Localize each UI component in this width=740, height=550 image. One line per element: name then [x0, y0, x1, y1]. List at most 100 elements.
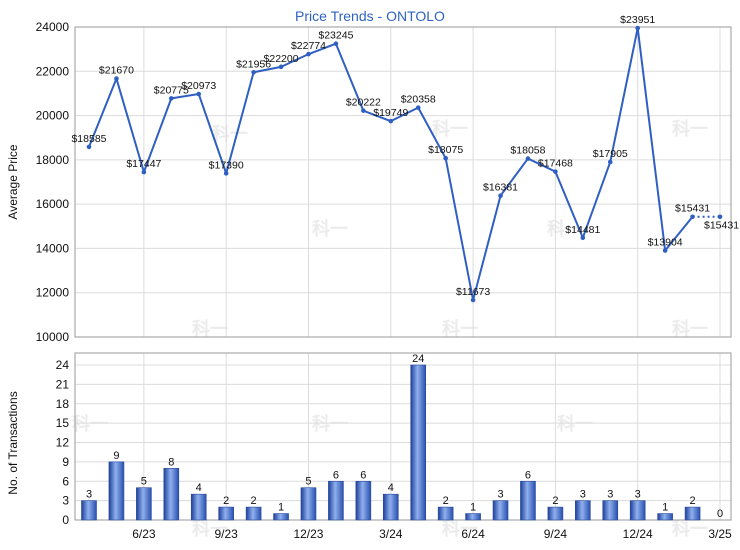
- bar-y-tick-label: 21: [56, 377, 70, 391]
- bar-y-tick-label: 15: [56, 416, 70, 430]
- transaction-bar: [190, 493, 207, 521]
- line-plot-frame: [74, 26, 732, 338]
- price-data-label: $17905: [593, 148, 628, 160]
- bar-data-label: 5: [141, 476, 147, 488]
- price-data-label: $18075: [428, 144, 463, 156]
- bar-data-labels: 3 9 5 8 4 2 2 1 5 6 6 4 24 2 1 3 6 2 3 3 3 1 2 0: [86, 353, 723, 520]
- price-point: [580, 235, 586, 241]
- line-y-tick-label: 10000: [36, 330, 70, 344]
- price-data-label: $17468: [538, 158, 573, 170]
- transaction-bar: [382, 493, 399, 521]
- bar-y-tick-label: 12: [56, 436, 70, 450]
- line-series-price: [86, 25, 723, 303]
- bar-data-label: 5: [305, 476, 311, 488]
- price-data-label: $16381: [483, 182, 518, 194]
- watermark-text: 科一: [432, 118, 468, 139]
- price-data-label: $20358: [401, 94, 436, 106]
- price-data-label: $20775: [154, 84, 189, 96]
- price-data-label: $21956: [236, 58, 271, 70]
- bar-data-label: 1: [278, 502, 284, 514]
- price-data-label: $21670: [99, 65, 134, 77]
- transaction-bar: [328, 480, 344, 521]
- bar-data-label: 9: [113, 450, 119, 462]
- price-point: [415, 105, 421, 110]
- transaction-bar: [602, 500, 619, 521]
- watermark-text: 科一: [672, 318, 708, 339]
- line-y-tick-label: 22000: [36, 64, 70, 78]
- price-point: [525, 156, 531, 161]
- price-point: [223, 171, 229, 176]
- transaction-bar: [300, 487, 317, 521]
- bar-data-label: 6: [333, 469, 339, 481]
- bar-x-tick-label: 9/23: [214, 527, 238, 541]
- bar-data-label: 3: [580, 489, 586, 501]
- transaction-bar: [136, 487, 152, 521]
- transaction-bar: [410, 364, 427, 521]
- line-gridlines: [75, 26, 731, 338]
- bar-y-ticks: 0 3 6 9 12 15 18 21 24: [56, 358, 70, 527]
- watermark-text: 科一: [312, 218, 348, 239]
- watermark-text: 科一: [672, 518, 708, 539]
- bar-data-label: 24: [412, 353, 424, 365]
- price-data-label: $17447: [126, 158, 161, 170]
- bar-data-label: 4: [196, 482, 202, 494]
- bar-y-tick-label: 0: [62, 513, 69, 527]
- price-point: [251, 69, 256, 75]
- transaction-bar: [163, 468, 180, 521]
- watermark-text: 科一: [672, 118, 708, 139]
- price-data-label: $15431: [675, 203, 710, 215]
- price-data-label: $19749: [373, 107, 408, 119]
- transaction-bar: [547, 506, 564, 521]
- line-y-axis-label: Average Price: [6, 144, 20, 219]
- line-y-ticks: 10000 12000 14000 16000 18000 20000 22000 24000: [36, 20, 70, 344]
- transaction-bar: [218, 506, 234, 521]
- transaction-bar: [437, 506, 454, 521]
- price-data-label: $18058: [510, 145, 545, 157]
- watermark-text: 科一: [192, 518, 228, 539]
- price-data-label: $23951: [620, 14, 655, 26]
- price-point: [141, 169, 147, 175]
- price-point: [306, 51, 311, 57]
- price-data-label: $11673: [456, 286, 490, 298]
- price-point: [498, 193, 503, 199]
- bar-x-tick-label: 3/24: [379, 527, 403, 541]
- bar-data-label: 2: [223, 495, 229, 507]
- bar-data-label: 1: [662, 502, 668, 514]
- watermark-text: 科一: [192, 318, 228, 339]
- bar-plot-frame: [74, 352, 732, 521]
- watermark-text: 科一: [442, 318, 478, 339]
- line-y-tick-label: 18000: [36, 153, 70, 167]
- price-point: [635, 25, 640, 31]
- bar-x-ticks: 6/23 9/23 12/23 3/24 6/24 9/24 12/24 3/25: [132, 527, 732, 541]
- bar-x-tick-label: 6/23: [132, 527, 156, 541]
- bar-data-label: 3: [86, 489, 92, 501]
- bar-data-label: 2: [251, 495, 257, 507]
- watermark-text: 科一: [442, 518, 478, 539]
- price-point: [443, 155, 448, 161]
- watermark-text: 科一: [547, 218, 583, 239]
- price-data-label: $22200: [264, 53, 299, 65]
- price-point: [717, 214, 723, 220]
- bar-y-tick-label: 24: [56, 358, 70, 372]
- bar-data-label: 3: [497, 489, 503, 501]
- price-point: [607, 159, 613, 165]
- bar-y-tick-label: 3: [62, 494, 69, 508]
- price-point: [662, 248, 668, 253]
- bar-y-axis-label: No. of Transactions: [6, 391, 20, 494]
- price-data-label: $20222: [346, 97, 381, 109]
- price-data-label: $17390: [209, 159, 244, 171]
- price-point: [553, 169, 558, 174]
- line-data-labels: $18585 $21670 $17447 $20775$20973 $17390 $219…: [71, 14, 739, 298]
- price-point: [333, 41, 339, 47]
- price-point: [690, 214, 695, 220]
- price-data-label: $13904: [648, 237, 683, 249]
- watermark-text: 科一: [212, 123, 248, 144]
- bar-x-tick-label: 12/24: [623, 527, 653, 541]
- price-data-label: $18585: [71, 133, 106, 145]
- bar-data-label: 4: [388, 482, 394, 494]
- bar-data-label: 2: [552, 495, 558, 507]
- bar-data-label: 2: [690, 495, 696, 507]
- price-data-label: $23245: [318, 30, 353, 42]
- price-line-chart: 10000 12000 14000 16000 18000 20000 22000 24000…: [6, 14, 739, 344]
